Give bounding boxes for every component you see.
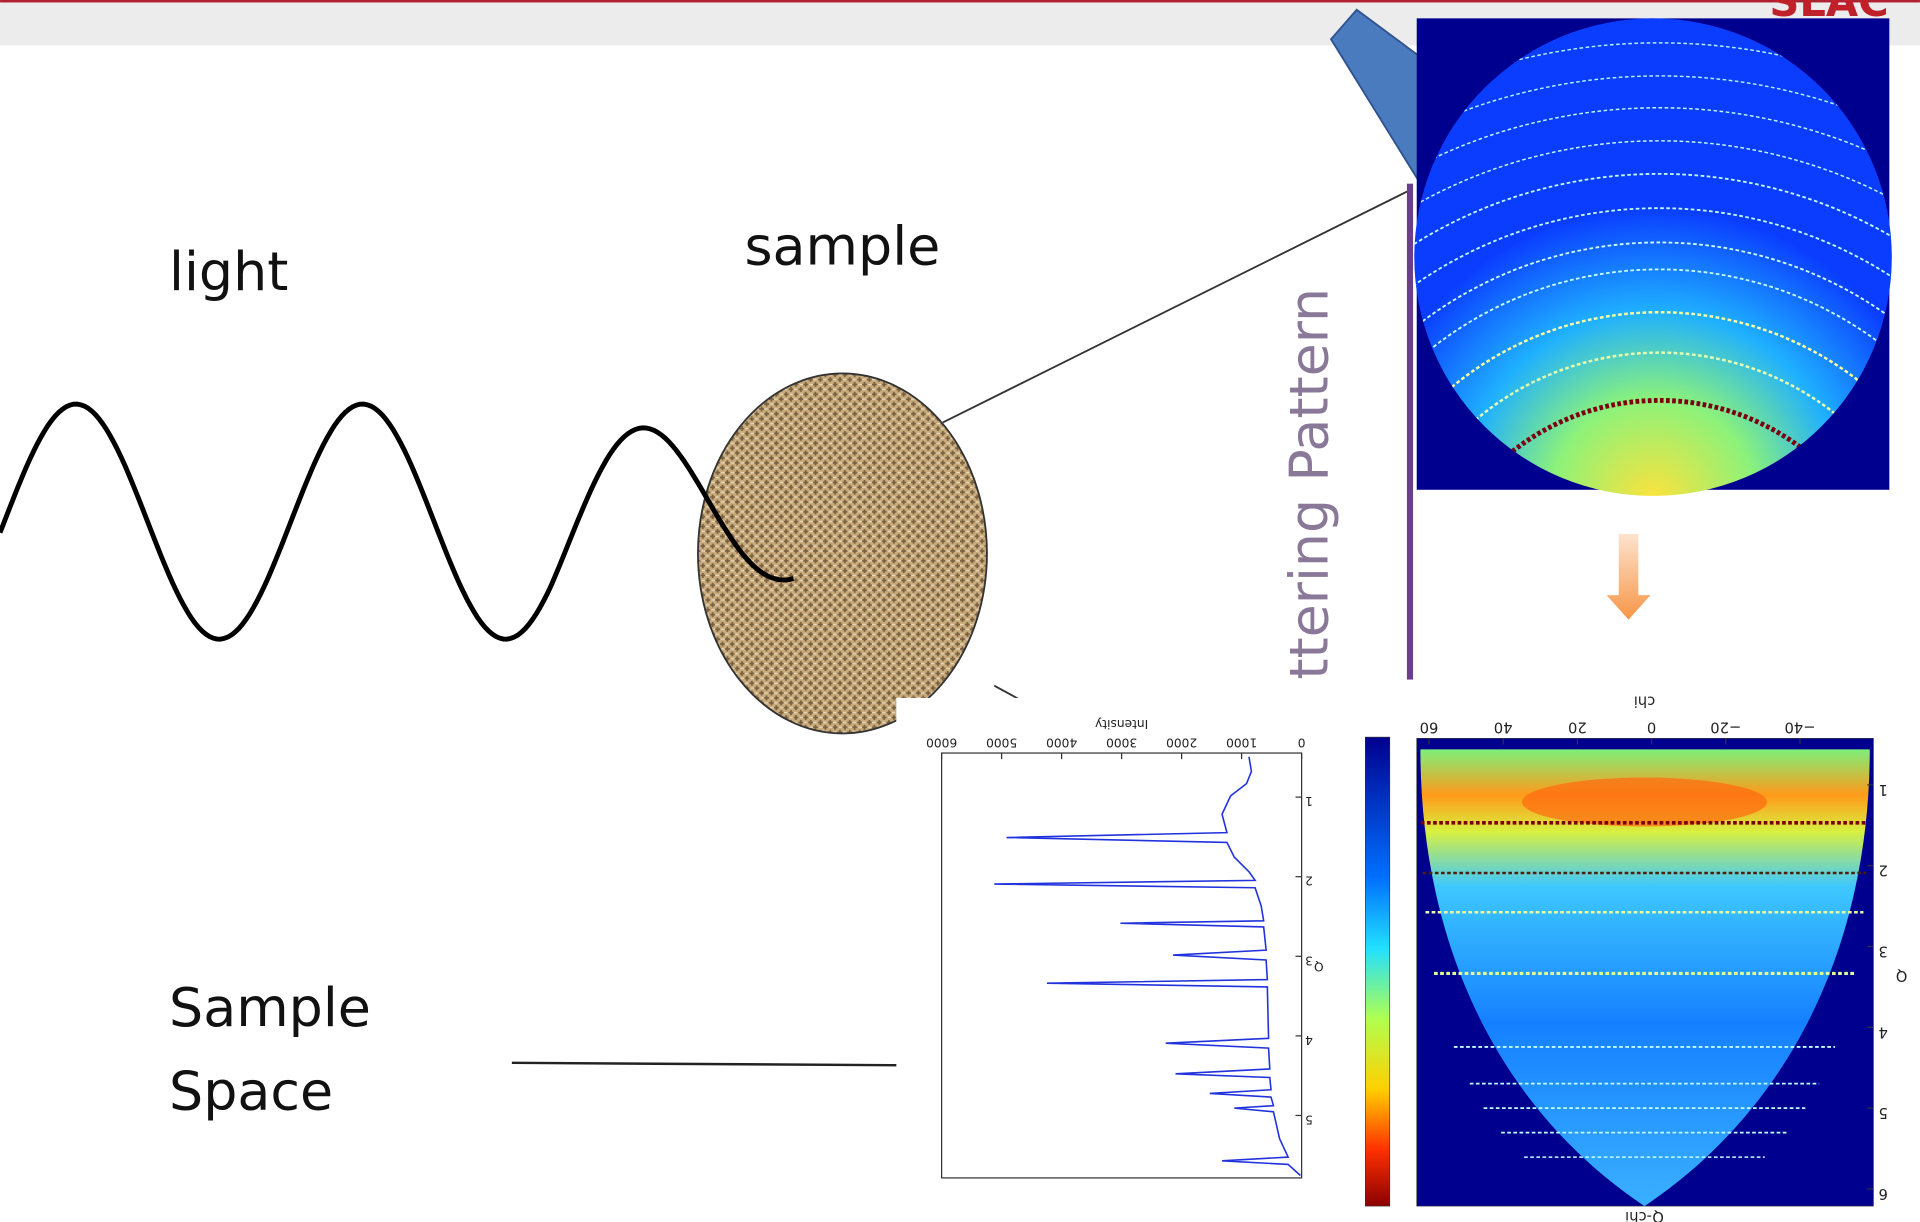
y-tick-label: 1 — [1879, 781, 1888, 798]
y-tick-label: 2 — [1879, 862, 1888, 879]
y-tick-label: 2 — [1305, 874, 1313, 888]
light-label: light — [169, 240, 288, 303]
scatter-ray — [943, 190, 1411, 423]
y-axis-label: Q — [1314, 959, 1324, 973]
title: Q-chi — [1625, 1208, 1664, 1222]
intensity-frame — [942, 753, 1302, 1178]
sample-space-line1: Sample — [169, 976, 371, 1039]
x-tick-label: 5000 — [986, 735, 1017, 749]
x-axis-label: chi — [1634, 693, 1655, 710]
detector-label: ttering Pattern — [1277, 288, 1340, 680]
sample-label: sample — [744, 214, 940, 277]
light-wave — [0, 404, 793, 639]
y-tick-label: 4 — [1879, 1023, 1888, 1040]
x-axis-label: Intensity — [1095, 717, 1148, 731]
x-tick-label: −40 — [1784, 718, 1815, 735]
y-tick-label: 3 — [1879, 942, 1888, 959]
x-tick-label: 4000 — [1046, 735, 1077, 749]
y-tick-label: 4 — [1305, 1033, 1313, 1047]
slide: SLAC light sample Sample Space ttering P… — [0, 0, 1920, 1222]
space-line — [512, 1063, 900, 1065]
y-axis-label: Q — [1896, 967, 1908, 984]
y-tick-label: 5 — [1305, 1112, 1313, 1126]
x-tick-label: 3000 — [1106, 735, 1137, 749]
colorbar — [1365, 737, 1389, 1206]
detector-line — [1407, 184, 1413, 680]
y-tick-label: 1 — [1305, 794, 1313, 808]
top-rule — [0, 0, 1920, 2]
x-tick-label: 0 — [1298, 735, 1306, 749]
y-tick-label: 6 — [1879, 1185, 1888, 1202]
x-tick-label: 6000 — [926, 735, 957, 749]
x-tick-label: 1000 — [1226, 735, 1257, 749]
qchi-hotspot — [1522, 778, 1767, 827]
x-tick-label: 2000 — [1166, 735, 1197, 749]
x-tick-label: 0 — [1647, 718, 1656, 735]
x-tick-label: −20 — [1710, 718, 1741, 735]
down-arrow — [1607, 534, 1651, 620]
x-tick-label: 20 — [1568, 718, 1587, 735]
y-tick-label: 5 — [1879, 1104, 1888, 1121]
x-tick-label: 60 — [1420, 718, 1439, 735]
y-tick-label: 3 — [1305, 953, 1313, 967]
page: SLAC light sample Sample Space ttering P… — [0, 0, 1920, 1222]
sample-space-line2: Space — [169, 1059, 333, 1122]
x-tick-label: 40 — [1494, 718, 1513, 735]
